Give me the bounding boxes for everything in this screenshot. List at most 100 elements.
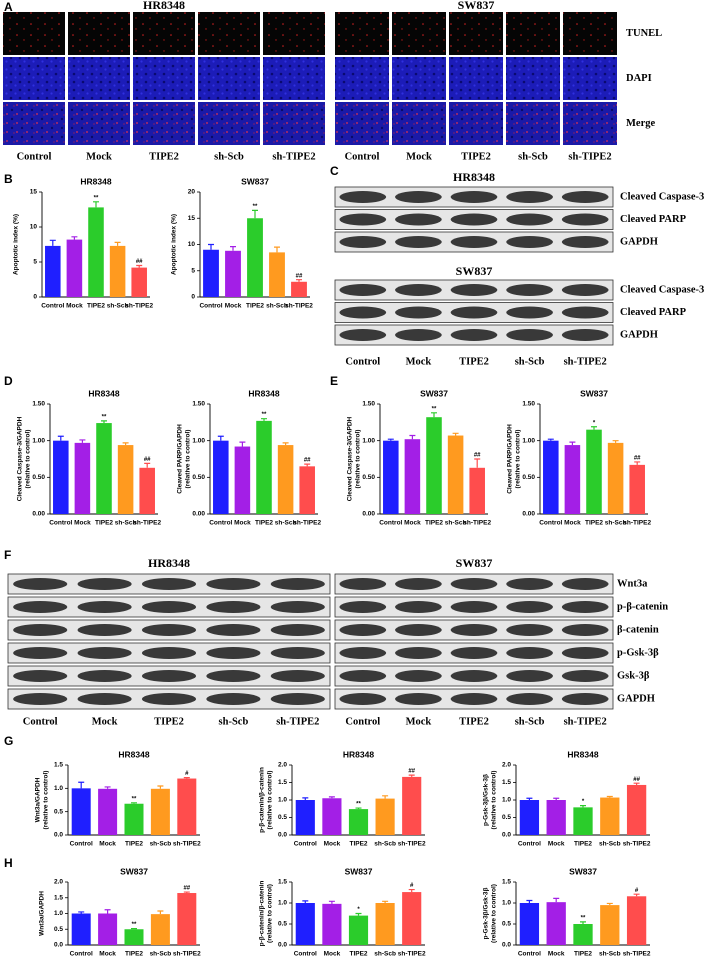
- panel-label: H: [4, 856, 13, 870]
- blot-band: [141, 670, 197, 682]
- bar: [402, 892, 422, 945]
- blot-band: [339, 284, 387, 296]
- x-tick-label: Control: [49, 520, 72, 527]
- error-bar: [355, 912, 362, 916]
- column-label: Control: [345, 716, 380, 727]
- x-tick-label: Control: [209, 520, 232, 527]
- error-bar: [217, 435, 224, 441]
- blot-band: [339, 306, 387, 319]
- blot-band: [206, 624, 261, 636]
- y-axis-label: Cleaved PARP/GAPDH: [507, 424, 514, 494]
- y-tick-label: 15: [30, 189, 38, 196]
- x-tick-label: TIPE2: [95, 520, 113, 527]
- error-bar: [144, 462, 151, 468]
- bar: [543, 440, 559, 514]
- row-label: Wnt3a: [617, 578, 648, 589]
- column-label: sh-TIPE2: [568, 151, 611, 162]
- y-tick-label: 0.0: [502, 832, 511, 839]
- micrograph: [449, 12, 503, 55]
- row-label: GAPDH: [620, 329, 658, 340]
- error-bar: [547, 438, 554, 441]
- error-bar: [580, 805, 586, 808]
- x-tick-label: Control: [70, 951, 93, 958]
- blot-band: [506, 670, 553, 682]
- blot-band: [395, 284, 442, 296]
- x-tick-label: TIPE2: [349, 841, 367, 848]
- chart-title: SW837: [120, 866, 148, 876]
- blot-band: [506, 284, 553, 296]
- bar: [234, 446, 251, 514]
- y-tick-label: 0.00: [32, 511, 45, 518]
- y-tick-label: 1.0: [278, 797, 287, 804]
- row-label: GAPDH: [620, 236, 658, 247]
- blot-band: [339, 624, 387, 636]
- bar: [375, 798, 395, 835]
- error-bar: [526, 899, 533, 903]
- bar: [519, 800, 540, 835]
- x-tick-label: Mock: [74, 520, 91, 527]
- y-tick-label: 0.5: [54, 808, 63, 815]
- micrograph: [506, 12, 560, 55]
- error-bar: [239, 441, 246, 447]
- significance: #: [410, 883, 414, 889]
- row-label: Gsk-3β: [617, 670, 650, 681]
- blot-band: [339, 601, 387, 613]
- bar: [322, 798, 342, 835]
- y-tick-label: 2.0: [502, 762, 511, 769]
- y-tick-label: 1.5: [502, 779, 511, 786]
- x-tick-label: sh-Scb: [115, 520, 137, 527]
- blot-band: [270, 578, 325, 590]
- micrograph: [263, 102, 325, 145]
- y-tick-label: 2.0: [54, 879, 63, 886]
- row-label: GAPDH: [617, 693, 655, 704]
- micrograph: [563, 102, 617, 145]
- y-tick-label: 1.5: [278, 779, 287, 786]
- chart-title: SW837: [420, 388, 448, 398]
- error-bar: [136, 264, 143, 268]
- significance: **: [94, 195, 99, 201]
- x-tick-label: sh-Scb: [107, 303, 129, 310]
- x-tick-label: sh-Scb: [605, 520, 627, 527]
- blot-band: [506, 578, 553, 590]
- chart-title: SW837: [580, 388, 608, 398]
- micrograph: [506, 102, 560, 145]
- x-tick-label: Control: [294, 951, 317, 958]
- blot-band: [13, 578, 68, 590]
- y-tick-label: 0.0: [54, 942, 63, 949]
- panel-label: D: [4, 374, 13, 388]
- y-tick-label: 0.00: [192, 511, 205, 518]
- bar: [150, 914, 170, 945]
- x-tick-label: Mock: [234, 520, 251, 527]
- bar: [600, 797, 620, 835]
- column-label: TIPE2: [459, 716, 489, 727]
- error-bar: [78, 781, 85, 789]
- micrograph: [506, 57, 560, 100]
- micrograph: [263, 12, 325, 55]
- error-bar: [157, 785, 164, 789]
- x-tick-label: Mock: [564, 520, 581, 527]
- y-tick-label: 15: [188, 215, 196, 222]
- bar: [586, 429, 602, 514]
- error-bar: [131, 802, 137, 804]
- bar: [348, 915, 369, 945]
- significance: #: [185, 771, 189, 777]
- bar: [124, 929, 144, 945]
- blot-band: [450, 213, 498, 226]
- bar: [213, 440, 229, 514]
- blot-band: [339, 329, 387, 341]
- blot-band: [339, 213, 387, 226]
- micrograph: [68, 57, 130, 100]
- error-bar: [78, 911, 85, 914]
- micrograph: [335, 102, 389, 145]
- blot-band: [561, 647, 609, 659]
- micrograph: [133, 102, 195, 145]
- group-title: SW837: [456, 264, 493, 278]
- significance: ##: [183, 886, 190, 892]
- group-title: SW837: [456, 556, 493, 570]
- y-tick-label: 1.00: [362, 437, 375, 444]
- column-label: Mock: [406, 716, 432, 727]
- bar: [117, 445, 134, 514]
- error-bar: [526, 797, 533, 800]
- error-bar: [252, 209, 258, 219]
